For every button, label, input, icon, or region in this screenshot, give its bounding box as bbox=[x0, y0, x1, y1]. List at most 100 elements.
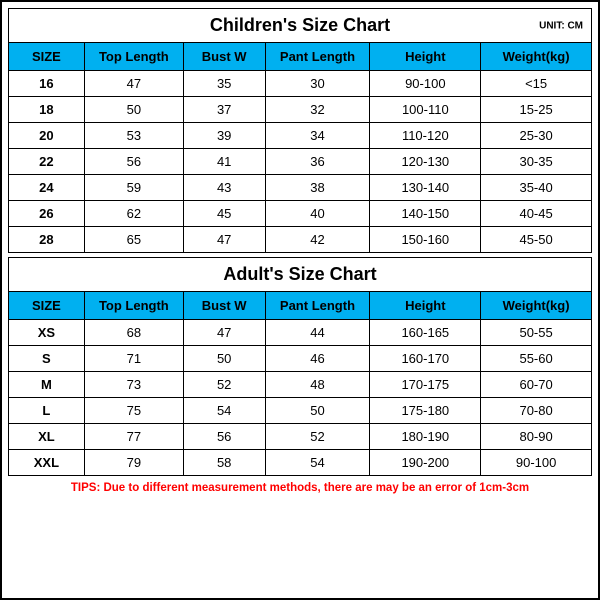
cell: 71 bbox=[84, 346, 183, 372]
size-chart-container: Children's Size Chart UNIT: CM SIZE Top … bbox=[0, 0, 600, 600]
cell: 47 bbox=[183, 320, 265, 346]
col-height: Height bbox=[370, 43, 481, 71]
cell: 52 bbox=[265, 424, 370, 450]
cell: 22 bbox=[9, 149, 85, 175]
children-size-chart: Children's Size Chart UNIT: CM SIZE Top … bbox=[8, 8, 592, 253]
cell: 70-80 bbox=[481, 398, 592, 424]
table-row: XXL795854190-20090-100 bbox=[9, 450, 592, 476]
cell: 73 bbox=[84, 372, 183, 398]
col-weight: Weight(kg) bbox=[481, 292, 592, 320]
cell: 59 bbox=[84, 175, 183, 201]
table-row: L755450175-18070-80 bbox=[9, 398, 592, 424]
cell: 38 bbox=[265, 175, 370, 201]
cell: 30 bbox=[265, 71, 370, 97]
cell: 55-60 bbox=[481, 346, 592, 372]
cell: 52 bbox=[183, 372, 265, 398]
cell: 56 bbox=[183, 424, 265, 450]
col-bust-w: Bust W bbox=[183, 292, 265, 320]
cell: 53 bbox=[84, 123, 183, 149]
table-row: M735248170-17560-70 bbox=[9, 372, 592, 398]
col-size: SIZE bbox=[9, 43, 85, 71]
col-height: Height bbox=[370, 292, 481, 320]
cell: <15 bbox=[481, 71, 592, 97]
cell: 140-150 bbox=[370, 201, 481, 227]
cell: 30-35 bbox=[481, 149, 592, 175]
cell: 60-70 bbox=[481, 372, 592, 398]
children-title-cell: Children's Size Chart UNIT: CM bbox=[9, 9, 592, 43]
table-row: 18503732100-11015-25 bbox=[9, 97, 592, 123]
cell: 50 bbox=[84, 97, 183, 123]
cell: 62 bbox=[84, 201, 183, 227]
cell: L bbox=[9, 398, 85, 424]
table-row: 20533934110-12025-30 bbox=[9, 123, 592, 149]
cell: 25-30 bbox=[481, 123, 592, 149]
cell: XXL bbox=[9, 450, 85, 476]
cell: 50 bbox=[183, 346, 265, 372]
cell: 160-165 bbox=[370, 320, 481, 346]
children-header-row: SIZE Top Length Bust W Pant Length Heigh… bbox=[9, 43, 592, 71]
cell: 175-180 bbox=[370, 398, 481, 424]
col-size: SIZE bbox=[9, 292, 85, 320]
cell: 40-45 bbox=[481, 201, 592, 227]
cell: 45 bbox=[183, 201, 265, 227]
cell: 77 bbox=[84, 424, 183, 450]
adult-body: XS684744160-16550-55S715046160-17055-60M… bbox=[9, 320, 592, 476]
col-pant-length: Pant Length bbox=[265, 292, 370, 320]
cell: 68 bbox=[84, 320, 183, 346]
cell: 75 bbox=[84, 398, 183, 424]
cell: 47 bbox=[84, 71, 183, 97]
cell: 26 bbox=[9, 201, 85, 227]
cell: 15-25 bbox=[481, 97, 592, 123]
cell: 46 bbox=[265, 346, 370, 372]
cell: 35-40 bbox=[481, 175, 592, 201]
cell: 36 bbox=[265, 149, 370, 175]
cell: 90-100 bbox=[370, 71, 481, 97]
table-row: XS684744160-16550-55 bbox=[9, 320, 592, 346]
cell: 24 bbox=[9, 175, 85, 201]
col-top-length: Top Length bbox=[84, 292, 183, 320]
cell: 16 bbox=[9, 71, 85, 97]
cell: 58 bbox=[183, 450, 265, 476]
cell: 50 bbox=[265, 398, 370, 424]
cell: 80-90 bbox=[481, 424, 592, 450]
col-top-length: Top Length bbox=[84, 43, 183, 71]
table-row: 24594338130-14035-40 bbox=[9, 175, 592, 201]
cell: XL bbox=[9, 424, 85, 450]
cell: 170-175 bbox=[370, 372, 481, 398]
cell: 43 bbox=[183, 175, 265, 201]
table-row: 22564136120-13030-35 bbox=[9, 149, 592, 175]
cell: 45-50 bbox=[481, 227, 592, 253]
adult-size-chart: Adult's Size Chart SIZE Top Length Bust … bbox=[8, 257, 592, 476]
cell: 42 bbox=[265, 227, 370, 253]
cell: 18 bbox=[9, 97, 85, 123]
cell: 35 bbox=[183, 71, 265, 97]
cell: 44 bbox=[265, 320, 370, 346]
col-pant-length: Pant Length bbox=[265, 43, 370, 71]
unit-label: UNIT: CM bbox=[539, 20, 583, 31]
adult-header-row: SIZE Top Length Bust W Pant Length Heigh… bbox=[9, 292, 592, 320]
table-row: 26624540140-15040-45 bbox=[9, 201, 592, 227]
cell: 54 bbox=[265, 450, 370, 476]
cell: 65 bbox=[84, 227, 183, 253]
cell: 130-140 bbox=[370, 175, 481, 201]
cell: 34 bbox=[265, 123, 370, 149]
cell: 40 bbox=[265, 201, 370, 227]
cell: 50-55 bbox=[481, 320, 592, 346]
cell: 150-160 bbox=[370, 227, 481, 253]
cell: 110-120 bbox=[370, 123, 481, 149]
children-title: Children's Size Chart bbox=[210, 15, 390, 35]
cell: M bbox=[9, 372, 85, 398]
cell: 120-130 bbox=[370, 149, 481, 175]
cell: XS bbox=[9, 320, 85, 346]
table-row: S715046160-17055-60 bbox=[9, 346, 592, 372]
col-weight: Weight(kg) bbox=[481, 43, 592, 71]
cell: 28 bbox=[9, 227, 85, 253]
cell: 190-200 bbox=[370, 450, 481, 476]
cell: 100-110 bbox=[370, 97, 481, 123]
cell: 37 bbox=[183, 97, 265, 123]
cell: 20 bbox=[9, 123, 85, 149]
adult-title-cell: Adult's Size Chart bbox=[9, 258, 592, 292]
cell: 54 bbox=[183, 398, 265, 424]
cell: 41 bbox=[183, 149, 265, 175]
table-row: 28654742150-16045-50 bbox=[9, 227, 592, 253]
